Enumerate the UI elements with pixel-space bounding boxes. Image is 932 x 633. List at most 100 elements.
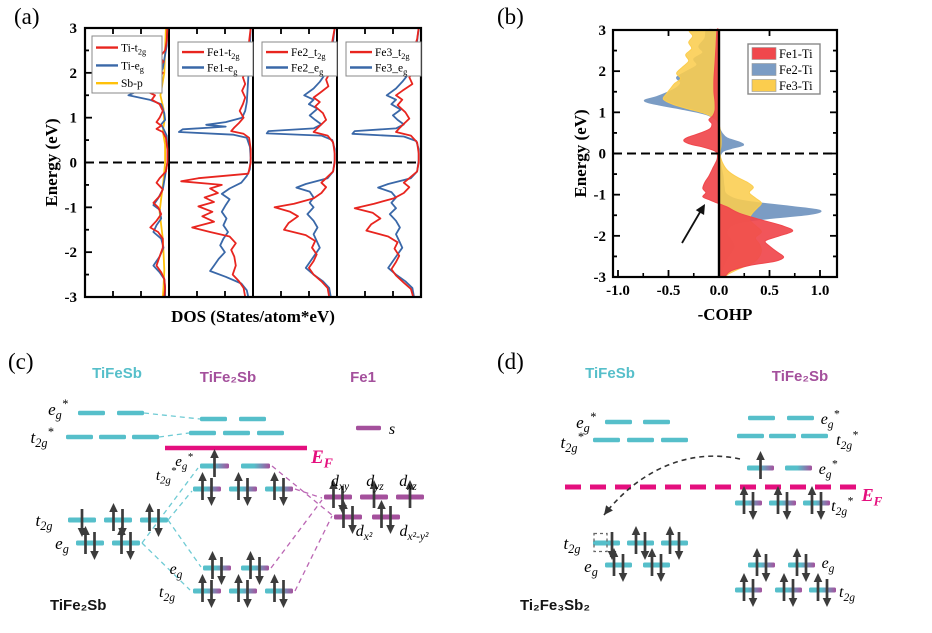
dos-curve-Fe1-t2g	[180, 28, 252, 297]
orbital-label: dxz	[399, 473, 417, 493]
virtual-level-dash	[801, 433, 828, 439]
spin-up-arrowhead	[813, 573, 823, 582]
spin-up-arrowhead	[208, 551, 217, 560]
orbital-label: t2g	[564, 534, 581, 556]
virtual-level-dash	[78, 410, 105, 416]
orbital-label: dyz	[366, 473, 384, 493]
virtual-level-dash	[787, 415, 814, 421]
spin-up-arrowhead	[377, 500, 386, 509]
x-axis-title: -COHP	[698, 305, 753, 324]
level-bar	[605, 562, 632, 568]
spin-down-arrowhead	[761, 573, 771, 582]
panel-a: (a) 3 2 1 0 -1 -2 -3 Ti-t2g Ti-eg Sb-p Fe1-t2g Fe1-…	[0, 0, 500, 345]
virtual-level-dash	[661, 437, 688, 443]
spin-up-arrowhead	[109, 503, 118, 512]
x-axis-title: DOS (States/atom*eV)	[171, 307, 335, 326]
spin-up-arrowhead	[329, 480, 338, 489]
energy-level	[200, 449, 229, 477]
dos-legend-4: Fe3_t2g Fe3_eg	[345, 41, 422, 77]
legend-label: Fe1-eg	[207, 63, 237, 77]
y-tick-label: 1	[70, 111, 78, 127]
x-tick-label: -0.5	[657, 283, 681, 299]
cohp-legend: Fe1-Ti Fe2-Ti Fe3-Ti	[747, 43, 821, 95]
virtual-level-dash	[737, 433, 764, 439]
level-bar	[372, 514, 400, 520]
plot-frame	[611, 28, 839, 279]
y-tick-label: 2	[599, 64, 607, 80]
energy-level	[265, 472, 293, 506]
column-header: TiFe₂Sb	[200, 369, 256, 386]
virtual-level-dash	[769, 433, 796, 439]
panel-c: (c) TiFeSb TiFe₂Sb Fe1 eg* t2g* t2g eg eg* t2g* E…	[0, 345, 490, 633]
spin-up-arrowhead	[270, 574, 279, 583]
level-bar	[661, 540, 688, 546]
y-tick-label: -3	[65, 290, 78, 306]
spin-up-arrowhead	[609, 548, 619, 557]
spin-up-arrowhead	[234, 574, 243, 583]
y-tick-label: 3	[70, 21, 78, 37]
legend-swatch	[751, 63, 777, 76]
mo-diagram-tife2sb: TiFeSb TiFe₂Sb Fe1eg*t2g*t2gegeg*t2g*EFegt…	[30, 365, 429, 608]
virtual-level-dash	[200, 416, 227, 422]
legend-label: Fe1-Ti	[779, 47, 813, 61]
y-tick-label: 1	[599, 105, 607, 121]
level-bar	[748, 562, 775, 568]
energy-level	[193, 574, 221, 608]
legend-label: Sb-p	[121, 78, 143, 90]
spin-down-arrowhead	[801, 573, 811, 582]
spin-up-arrowhead	[756, 451, 765, 460]
orbital-label: eg	[170, 561, 183, 581]
energy-level	[229, 574, 257, 608]
level-bar	[627, 540, 654, 546]
y-tick-label: -1	[65, 200, 78, 216]
level-bar	[643, 562, 670, 568]
energy-level	[68, 509, 96, 537]
virtual-level-dash	[239, 416, 266, 422]
energy-level	[104, 503, 132, 537]
y-tick-label: 2	[70, 66, 78, 82]
orbital-label: dxy	[331, 473, 350, 493]
cohp-area-Fe1-Ti	[683, 28, 794, 278]
dos-subpanel-4	[351, 28, 420, 297]
energy-level	[241, 463, 270, 469]
virtual-level-dash	[605, 419, 632, 425]
spin-up-arrowhead	[752, 548, 762, 557]
dos-plot: 3210-1-2-3Ti-t2gTi-egSb-pFe1-t2gFe1-egFe…	[42, 21, 423, 326]
spin-down-arrowhead	[782, 511, 792, 520]
orbital-connector-purple	[294, 515, 333, 592]
panel-b-label: (b)	[497, 4, 524, 29]
spin-up-arrowhead	[779, 573, 789, 582]
orbital-connector-teal	[141, 467, 199, 544]
virtual-level-dash	[223, 430, 250, 436]
virtual-level-dash	[593, 437, 620, 443]
level-bar	[203, 565, 231, 571]
spin-down-arrowhead	[618, 573, 628, 582]
virtual-level-dash	[643, 419, 670, 425]
plot-frame	[83, 26, 423, 299]
y-tick-label: 3	[599, 23, 607, 39]
energy-level	[748, 548, 775, 582]
orbital-connector-teal	[167, 490, 193, 521]
spin-down-arrowhead	[279, 497, 288, 506]
energy-level	[360, 480, 388, 508]
energy-level	[203, 551, 231, 585]
energy-level	[241, 551, 269, 585]
panel-d-label: (d)	[497, 349, 524, 374]
level-bar	[785, 465, 812, 471]
y-axis-title: Energy (eV)	[42, 118, 61, 206]
compound-label-ti2fe3sb2: Ti₂Fe₃Sb₂	[520, 597, 590, 614]
orbital-label: t2g*	[30, 425, 54, 450]
column-header: TiFe₂Sb	[772, 368, 828, 385]
y-tick-label: -3	[594, 270, 607, 286]
energy-level	[788, 548, 815, 582]
dos-curve-Fe1-e_g	[178, 28, 252, 297]
x-tick-label: -1.0	[606, 283, 630, 299]
column-header: Fe1	[350, 369, 376, 386]
energy-level	[747, 451, 774, 479]
energy-level	[803, 486, 830, 520]
orbital-connector-purple	[294, 488, 323, 499]
energy-level	[140, 503, 168, 537]
panel-b: (b) 3 2 1 0 -1 -2 -3 -1.0 -0.5 0.0 0.5 1.0 Fe1-Ti Fe2…	[490, 0, 932, 345]
electron-transfer-arrow	[603, 455, 741, 516]
x-tick-label: 1.0	[811, 283, 830, 299]
